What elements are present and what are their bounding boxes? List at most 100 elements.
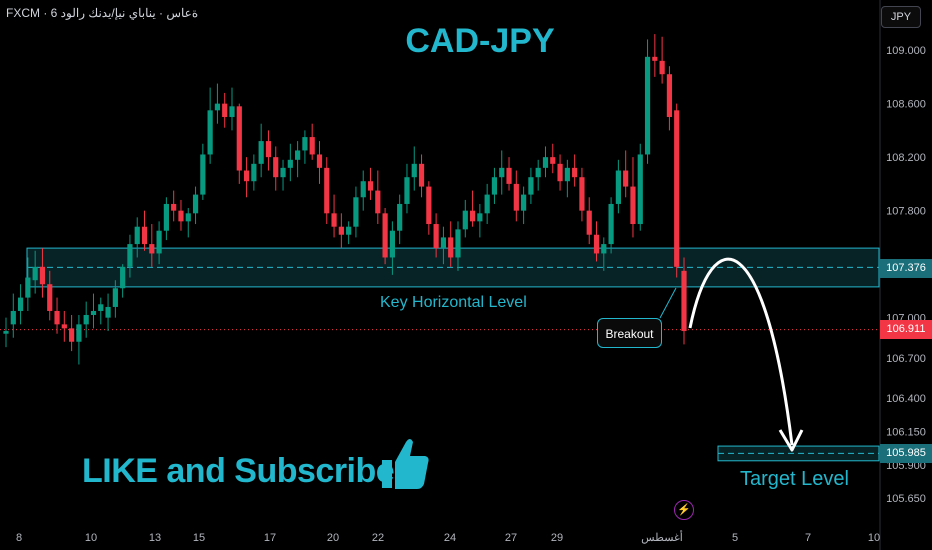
breakout-callout: Breakout (597, 318, 662, 348)
candle-body (462, 210, 468, 230)
candle-body (69, 328, 75, 342)
candle-body (229, 106, 235, 118)
candle-body (360, 181, 366, 198)
candle-body (273, 157, 279, 178)
candle-body (513, 183, 519, 211)
candle-body (54, 310, 60, 325)
price-axis[interactable]: 109.000108.600108.200107.800107.000106.7… (886, 45, 926, 505)
time-tick-label: 5 (732, 532, 738, 544)
lightning-icon[interactable]: ⚡ (674, 500, 694, 520)
candle-body (550, 157, 556, 164)
time-tick-label: 24 (444, 532, 456, 544)
time-tick-label: 20 (327, 532, 339, 544)
candle-body (572, 167, 578, 178)
symbol-info: FXCM · 6 ةعاس · يناباي نيإ/يدنك رالود (6, 6, 199, 20)
candle-body (338, 226, 344, 235)
candle-body (185, 213, 191, 222)
candle-body (120, 266, 126, 289)
candle-body (127, 244, 133, 267)
candle-body (32, 266, 38, 281)
candle-body (90, 310, 97, 315)
like-subscribe-text: LIKE and Subscribe (82, 452, 395, 490)
candle-body (637, 154, 643, 225)
candle-body (418, 163, 425, 187)
candle-body (455, 229, 461, 258)
candle-body (615, 170, 621, 204)
candle-body (309, 137, 315, 155)
candle-body (521, 194, 527, 211)
time-tick-label: 29 (551, 532, 563, 544)
candle-body (433, 224, 439, 249)
thumbs-up-icon (382, 439, 429, 489)
price-tick-label: 108.200 (886, 152, 926, 164)
candle-body (666, 74, 673, 118)
candle-body (141, 226, 148, 245)
candle-body (243, 170, 250, 182)
candle-body (214, 103, 221, 111)
candle-body (659, 60, 665, 75)
chart-title: CAD-JPY (405, 22, 555, 60)
candle-body (200, 154, 206, 195)
candle-body (353, 197, 359, 227)
breakout-pointer-line (659, 287, 677, 319)
candle-body (674, 110, 680, 267)
candle-body (542, 157, 549, 168)
candle-body (346, 226, 352, 235)
candle-body (484, 194, 490, 214)
candle-body (251, 163, 257, 182)
overlay-layer (659, 257, 804, 452)
candle-body (258, 141, 264, 164)
price-tick-label: 106.700 (886, 353, 926, 365)
candle-body (375, 190, 381, 214)
time-tick-label: 8 (16, 532, 22, 544)
price-tick-label: 106.400 (886, 393, 926, 405)
currency-button[interactable]: JPY (881, 6, 921, 28)
candle-body (404, 177, 410, 204)
candle-body (280, 167, 286, 178)
candle-body (586, 210, 592, 235)
candle-body (265, 141, 272, 158)
price-tick-label: 109.000 (886, 45, 926, 57)
candle-body (382, 213, 388, 258)
price-tick-label: 106.150 (886, 426, 926, 438)
candle-body (440, 237, 447, 249)
projection-arrowhead (778, 429, 804, 452)
time-tick-label: 10 (85, 532, 97, 544)
candle-body (448, 237, 454, 258)
time-tick-label: 10 (868, 532, 880, 544)
price-tick-label: 107.800 (886, 206, 926, 218)
key-level-price-tag: 107.376 (880, 259, 932, 278)
candle-body (397, 203, 403, 231)
candle-body (499, 167, 505, 178)
time-axis[interactable]: 8 10 13 15 17 20 22 24 27 29 أغسطس 5 7 10 (16, 530, 880, 544)
candle-body (491, 177, 498, 195)
target-level-label: Target Level (740, 468, 849, 490)
candle-body (389, 230, 395, 258)
candle-body (76, 324, 82, 342)
candle-body (644, 56, 651, 155)
candle-body (105, 306, 111, 318)
candle-body (608, 203, 614, 245)
candle-body (681, 270, 687, 332)
time-tick-label: 17 (264, 532, 276, 544)
candle-body (222, 103, 228, 118)
candle-body (178, 210, 184, 222)
candle-body (134, 226, 140, 245)
candle-body (156, 230, 162, 254)
time-tick-label: أغسطس (641, 530, 683, 544)
candle-body (192, 194, 199, 214)
candle-body (535, 167, 541, 178)
candle-body (3, 331, 9, 334)
candle-body (302, 137, 308, 151)
candle-body (593, 234, 600, 254)
candle-body (149, 244, 155, 254)
candle-body (17, 297, 24, 311)
candle-body (564, 167, 570, 182)
last-price-tag: 106.911 (880, 320, 932, 339)
candle-body (112, 288, 118, 307)
candle-body (10, 310, 16, 325)
candle-body (61, 324, 67, 329)
time-tick-label: 22 (372, 532, 384, 544)
candle-body (557, 163, 563, 182)
